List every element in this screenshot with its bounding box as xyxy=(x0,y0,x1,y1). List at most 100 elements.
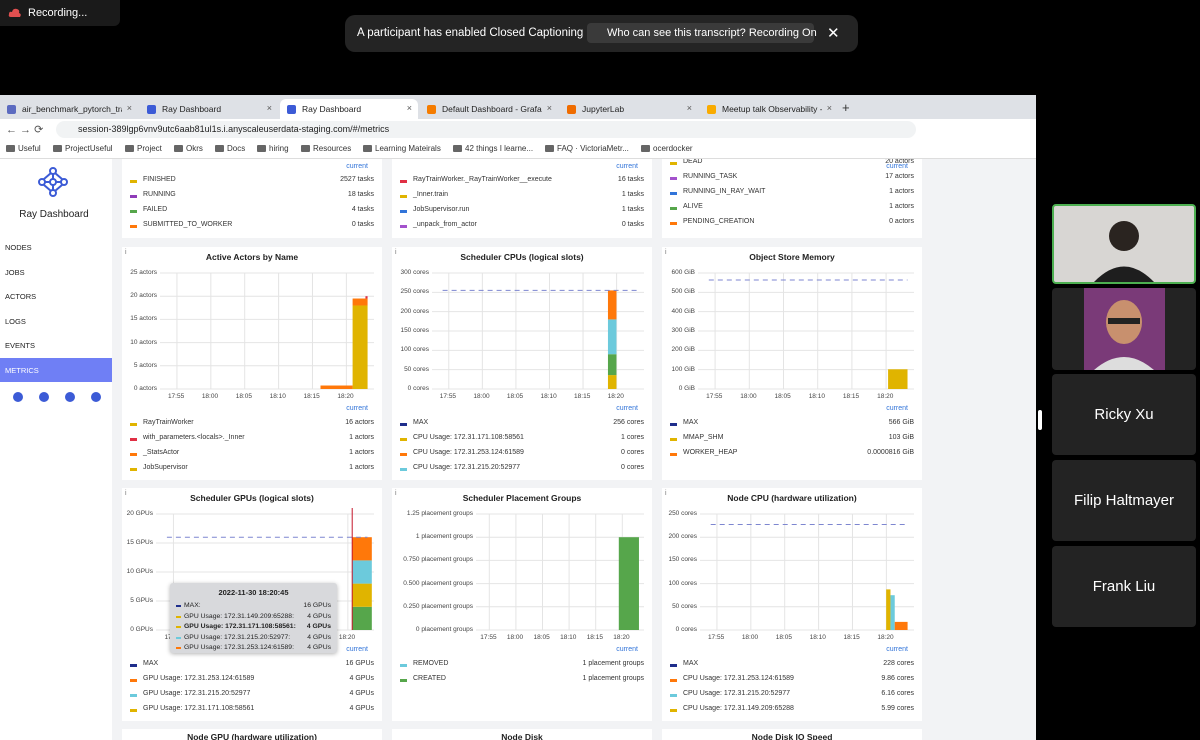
legend-header: current xyxy=(886,646,908,653)
tab[interactable]: Ray Dashboard × xyxy=(140,99,278,119)
nav-item[interactable]: EVENTS xyxy=(0,333,112,357)
legend-value: 0.0000816 GiB xyxy=(867,449,914,456)
bookmark[interactable]: FAQ · VictoriaMetr... xyxy=(545,144,629,153)
bookmark[interactable]: ocerdocker xyxy=(641,144,693,153)
x-tick-label: 18:05 xyxy=(775,634,792,641)
legend-value: 17 actors xyxy=(885,173,914,180)
legend-value: 20 actors xyxy=(885,159,914,165)
y-tick-label: 250 cores xyxy=(400,288,429,296)
legend-row: CPU Usage: 172.31.149.209:65288 5.99 core… xyxy=(670,705,914,717)
tooltip-name: GPU Usage: 172.31.171.108:58561: xyxy=(184,623,296,630)
recording-pill: Recording... xyxy=(0,0,120,26)
url-bar[interactable]: session-389lgp6vnv9utc6aab81ul1s.i.anysc… xyxy=(56,121,916,138)
tab[interactable]: Default Dashboard - Grafana × xyxy=(420,99,558,119)
panel: current RayTrainWorker._RayTrainWorker__e… xyxy=(392,159,652,238)
bookmark[interactable]: Docs xyxy=(215,144,245,153)
nav-item[interactable]: JOBS xyxy=(0,260,112,284)
nav-item[interactable]: NODES xyxy=(0,235,112,259)
tab[interactable]: JupyterLab × xyxy=(560,99,698,119)
bookmark[interactable]: ProjectUseful xyxy=(53,144,113,153)
sidebar-icon[interactable] xyxy=(91,392,101,402)
bookmark[interactable]: hiring xyxy=(257,144,289,153)
legend-name: FAILED xyxy=(143,206,168,213)
legend-name: RayTrainWorker._RayTrainWorker__execute xyxy=(413,176,552,183)
tab-title: Default Dashboard - Grafana xyxy=(442,104,542,114)
legend-swatch xyxy=(670,162,677,165)
x-tick-label: 17:55 xyxy=(706,393,723,400)
tab-close: × xyxy=(126,103,132,113)
close-button[interactable]: ✕ xyxy=(827,25,840,42)
legend-name: with_parameters.<locals>._Inner xyxy=(143,434,245,441)
legend-swatch xyxy=(670,694,677,697)
bookmark[interactable]: Project xyxy=(125,144,162,153)
tooltip-value: 4 GPUs xyxy=(307,612,331,620)
nav-item[interactable]: METRICS xyxy=(0,357,112,382)
sidebar-icon[interactable] xyxy=(65,392,75,402)
legend-row: RayTrainWorker 16 actors xyxy=(130,419,374,431)
bookmark[interactable]: Okrs xyxy=(174,144,203,153)
bookmark[interactable]: 42 things I learne... xyxy=(453,144,533,153)
legend-row: GPU Usage: 172.31.215.20:52977 4 GPUs xyxy=(130,690,374,702)
legend-name: _StatsActor xyxy=(143,449,180,456)
legend-row: CPU Usage: 172.31.253.124:61589 0 cores xyxy=(400,449,644,461)
sidebar-icon[interactable] xyxy=(39,392,49,402)
nav-item[interactable]: ACTORS xyxy=(0,284,112,308)
series-area xyxy=(607,290,617,320)
sidebar-icon[interactable] xyxy=(13,392,23,402)
panel: i Active Actors by Name 25 actors 20 actors… xyxy=(122,247,382,480)
legend-value: 18 tasks xyxy=(347,191,374,198)
bookmark[interactable]: Learning Mateirals xyxy=(363,144,441,153)
x-tick-label: 18:00 xyxy=(741,634,759,641)
folder-icon xyxy=(215,145,224,152)
legend-value: 0 tasks xyxy=(621,221,644,228)
participant-tile: Ricky Xu xyxy=(1052,374,1196,455)
legend-swatch xyxy=(130,438,137,441)
legend-swatch xyxy=(670,679,677,682)
browser: air_benchmark_pytorch_traini×Ray Dashboa… xyxy=(0,95,1036,740)
new-tab[interactable]: + xyxy=(842,100,850,115)
bookmark[interactable]: Resources xyxy=(301,144,351,153)
legend-name: GPU Usage: 172.31.171.108:58561 xyxy=(143,705,255,712)
legend-swatch xyxy=(670,709,677,712)
tab[interactable]: air_benchmark_pytorch_traini × xyxy=(0,99,138,119)
participant-name: Frank Liu xyxy=(1092,578,1156,595)
nav-label: EVENTS xyxy=(5,341,36,350)
y-tick-label: 150 cores xyxy=(668,556,697,564)
folder-icon xyxy=(453,145,462,152)
legend-swatch xyxy=(400,468,407,471)
x-tick-label: 18:00 xyxy=(506,634,524,641)
banner-text: A participant has enabled Closed Caption… xyxy=(357,27,584,39)
tab[interactable]: Ray Dashboard × xyxy=(280,99,418,119)
info-icon: i xyxy=(125,249,127,256)
nav-buttons[interactable]: ← → ⟳ xyxy=(6,124,44,136)
legend-row: MMAP_SHM 103 GiB xyxy=(670,434,914,446)
bookmark[interactable]: Useful xyxy=(6,144,41,153)
tab-title: JupyterLab xyxy=(582,104,625,114)
legend-value: 1 actors xyxy=(889,188,914,195)
y-tick-label: 10 actors xyxy=(130,338,157,346)
folder-icon xyxy=(301,145,310,152)
tab-close: × xyxy=(546,103,552,113)
tab[interactable]: Meetup talk Observability - Go × xyxy=(700,99,838,119)
y-tick-label: 1.25 placement groups xyxy=(406,510,473,517)
y-tick-label: 200 cores xyxy=(668,533,697,541)
legend-name: MMAP_SHM xyxy=(683,434,724,441)
legend-value: 0 actors xyxy=(889,218,914,225)
legend-swatch xyxy=(400,225,407,228)
y-tick-label: 500 GiB xyxy=(671,288,696,296)
transcript-button[interactable]: Who can see this transcript? Recording O… xyxy=(587,23,817,43)
legend-swatch xyxy=(130,195,137,198)
tooltip-swatch xyxy=(176,615,181,618)
video xyxy=(1094,221,1154,282)
x-tick-label: 18:00 xyxy=(740,393,757,400)
x-tick-label: 18:10 xyxy=(809,634,826,641)
legend-value: 16 GPUs xyxy=(345,660,374,667)
legend-value: 16 actors xyxy=(345,419,374,426)
nav-label: JOBS xyxy=(5,267,25,277)
folder-icon xyxy=(125,145,134,152)
panel: Node Disk xyxy=(392,729,652,740)
legend-row: CPU Usage: 172.31.253.124:61589 9.86 core… xyxy=(670,675,914,687)
legend-swatch xyxy=(130,679,137,682)
legend-swatch xyxy=(130,709,137,712)
nav-item[interactable]: LOGS xyxy=(0,309,112,333)
